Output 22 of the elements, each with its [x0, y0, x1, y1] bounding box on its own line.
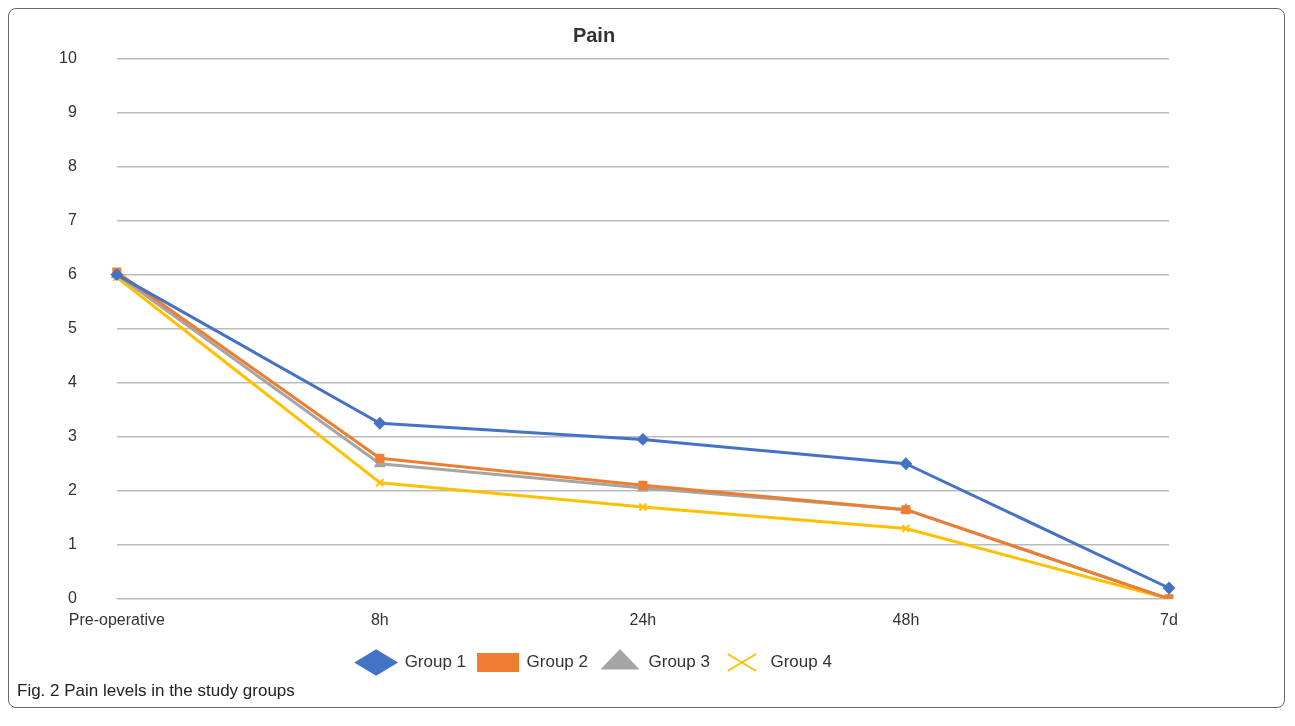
- x-tick-label: 48h: [892, 610, 920, 628]
- y-tick-label: 5: [67, 319, 77, 337]
- legend-label: Group 4: [770, 652, 832, 672]
- chart-title: Pain: [572, 24, 616, 47]
- y-tick-label: 0: [67, 589, 77, 607]
- legend-label: Group 1: [404, 652, 467, 672]
- y-tick-label: 8: [67, 157, 77, 175]
- y-tick-label: 7: [67, 211, 77, 229]
- x-tick-label: 24h: [629, 610, 657, 628]
- y-tick-label: 1: [67, 535, 77, 553]
- x-tick-label: 7d: [1160, 610, 1178, 628]
- x-tick-label: 8h: [370, 610, 389, 628]
- y-tick-label: 10: [59, 49, 77, 67]
- legend-label: Group 3: [648, 652, 710, 672]
- y-tick-label: 2: [67, 481, 77, 499]
- y-tick-label: 6: [67, 265, 77, 283]
- legend-label: Group 2: [526, 652, 589, 672]
- y-tick-label: 4: [67, 373, 77, 391]
- y-tick-label: 9: [67, 103, 77, 121]
- y-tick-label: 3: [67, 427, 77, 445]
- caption: Fig. 2 Pain levels in the study groups: [16, 681, 296, 701]
- x-tick-label: Pre-operative: [68, 610, 165, 628]
